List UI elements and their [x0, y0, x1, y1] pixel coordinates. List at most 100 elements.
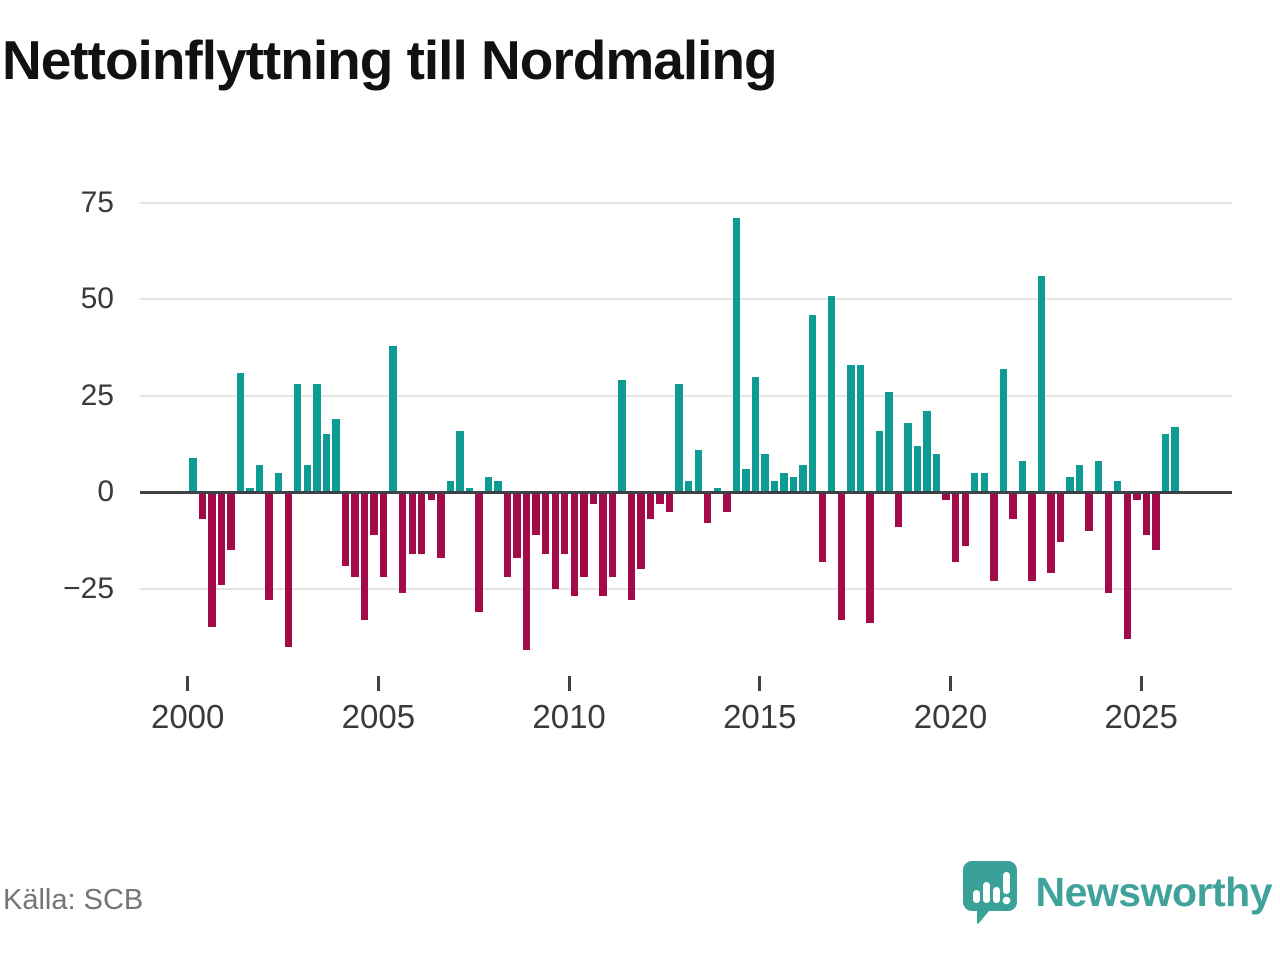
bar-quarter-2001q1: [227, 492, 235, 551]
bar-quarter-2007q4: [484, 476, 493, 493]
bar-quarter-2024q2: [1114, 480, 1122, 493]
bar-quarter-2013q2: [694, 449, 702, 493]
bar-quarter-2000q3: [208, 492, 216, 628]
x-axis-label-2025: 2025: [1104, 698, 1178, 735]
y-axis-label-75: 75: [80, 186, 114, 220]
bar-quarter-2018q1: [875, 430, 884, 493]
bar-quarter-2006q2: [427, 492, 435, 500]
bar-quarter-2023q3: [1085, 492, 1093, 531]
bar-quarter-2003q4: [332, 419, 340, 493]
gridline-y-50: [140, 298, 1232, 301]
bar-quarter-2002q4: [294, 384, 302, 493]
bar-quarter-2022q1: [1028, 492, 1036, 581]
bar-quarter-2007q2: [465, 488, 474, 493]
bar-quarter-2008q1: [494, 480, 502, 493]
bar-quarter-2011q2: [618, 380, 626, 493]
bar-quarter-2016q1: [799, 465, 807, 493]
x-axis-tick-2015: [758, 676, 762, 691]
bar-quarter-2019q4: [942, 492, 950, 500]
bar-quarter-2000q4: [217, 492, 226, 585]
bar-quarter-2021q4: [1018, 461, 1027, 493]
bar-quarter-2005q1: [379, 492, 388, 578]
x-axis-label-2010: 2010: [532, 698, 606, 735]
bar-quarter-2019q3: [932, 453, 941, 493]
bar-quarter-2006q1: [418, 492, 426, 554]
bar-quarter-2015q2: [770, 480, 779, 493]
bar-quarter-2001q3: [246, 488, 254, 493]
bar-quarter-2015q4: [789, 476, 798, 493]
x-axis-tick-2000: [186, 676, 190, 691]
bar-quarter-2003q1: [303, 465, 311, 493]
bar-quarter-2011q3: [627, 492, 636, 601]
x-axis-tick-2020: [949, 676, 952, 691]
bar-quarter-2005q2: [389, 345, 397, 493]
bar-quarter-2001q4: [255, 465, 264, 493]
bar-quarter-2014q2: [732, 218, 741, 493]
bar-quarter-2018q4: [904, 422, 912, 493]
bar-quarter-2005q3: [398, 492, 407, 593]
y-axis-label-50: 50: [80, 282, 114, 316]
bar-quarter-2012q1: [646, 492, 655, 520]
bar-quarter-2013q4: [713, 488, 722, 493]
bar-quarter-2023q1: [1066, 476, 1074, 493]
bar-quarter-2016q4: [828, 295, 836, 493]
bar-quarter-2018q2: [885, 392, 893, 493]
bar-quarter-2005q4: [408, 492, 416, 554]
bar-quarter-2025q3: [1161, 434, 1170, 493]
x-axis-tick-2005: [376, 676, 380, 691]
bar-quarter-2011q4: [637, 492, 645, 570]
bar-quarter-2000q1: [189, 457, 197, 493]
bar-quarter-2017q3: [856, 365, 865, 493]
bar-quarter-2023q2: [1075, 465, 1084, 493]
bar-quarter-2012q4: [675, 384, 683, 493]
bar-quarter-2013q1: [685, 480, 693, 493]
bar-quarter-2010q1: [570, 492, 578, 597]
bar-quarter-2000q2: [198, 492, 207, 520]
bar-quarter-2003q2: [313, 384, 321, 493]
bar-quarter-2025q2: [1152, 492, 1160, 551]
bar-quarter-2009q3: [551, 492, 559, 589]
bar-quarter-2024q3: [1123, 492, 1132, 639]
y-axis-label-25: 25: [80, 378, 114, 412]
newsworthy-logo: Newsworthy: [962, 860, 1273, 924]
bar-quarter-2008q3: [513, 492, 521, 558]
y-axis-label--25: −25: [63, 571, 114, 605]
bar-quarter-2016q3: [818, 492, 826, 562]
x-axis-label-2020: 2020: [913, 698, 988, 735]
bar-quarter-2020q1: [952, 492, 960, 562]
bar-quarter-2017q1: [837, 492, 845, 620]
bar-quarter-2002q1: [265, 492, 273, 601]
bar-quarter-2016q2: [808, 314, 817, 493]
bar-quarter-2017q2: [847, 365, 855, 493]
bar-quarter-2010q4: [599, 492, 607, 597]
source-label: Källa: SCB: [3, 884, 144, 916]
bar-quarter-2018q3: [894, 492, 903, 527]
bar-quarter-2022q3: [1047, 492, 1055, 574]
bar-quarter-2020q2: [961, 492, 969, 547]
bar-quarter-2014q1: [723, 492, 731, 512]
plot-area: 75 50 25 0 −25 2000 2005 2010 2015 2020 2025: [63, 186, 1232, 735]
bar-quarter-2012q3: [665, 492, 674, 512]
bar-quarter-2004q4: [370, 492, 378, 535]
x-axis-label-2000: 2000: [150, 698, 225, 735]
bar-quarter-2021q3: [1009, 492, 1017, 520]
bar-quarter-2006q3: [437, 492, 445, 558]
bar-quarter-2014q3: [742, 469, 750, 493]
bar-quarter-2008q2: [503, 492, 512, 578]
gridline-y-25: [140, 394, 1232, 397]
bar-quarter-2009q4: [561, 492, 569, 554]
newsworthy-wordmark: Newsworthy: [1035, 868, 1273, 915]
bar-quarter-2006q4: [446, 480, 455, 493]
bar-quarter-2004q3: [360, 492, 369, 620]
bar-quarter-2025q4: [1171, 426, 1179, 493]
bar-quarter-2022q2: [1037, 276, 1046, 493]
bar-quarter-2024q4: [1133, 492, 1141, 500]
bar-quarter-2015q1: [761, 453, 769, 493]
bar-quarter-2014q4: [751, 376, 760, 493]
bar-quarter-2013q3: [704, 492, 712, 524]
bar-quarter-2022q4: [1056, 492, 1065, 543]
bar-quarter-2001q2: [236, 372, 245, 493]
bar-quarter-2017q4: [866, 492, 874, 624]
bar-quarter-2019q1: [913, 446, 922, 493]
x-axis-label-2005: 2005: [341, 698, 416, 735]
